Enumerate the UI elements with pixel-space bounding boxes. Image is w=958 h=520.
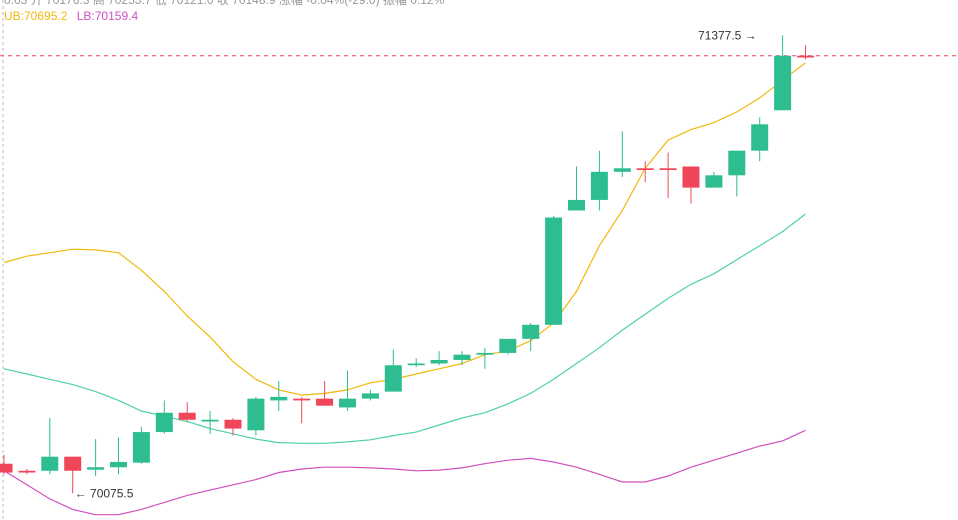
candle-body (430, 359, 448, 364)
candle-body (568, 199, 585, 211)
candle (636, 161, 654, 183)
candle-body (522, 324, 540, 339)
candle-body (407, 363, 425, 366)
candle (568, 166, 585, 211)
candle (728, 150, 746, 197)
candle-body (476, 352, 494, 355)
candle (590, 150, 608, 211)
candle (613, 131, 631, 178)
candle (751, 117, 769, 162)
candle-body (110, 461, 127, 468)
candle-body (728, 150, 746, 176)
candle (682, 166, 700, 204)
candle-body (545, 217, 563, 325)
candle-body (247, 398, 265, 431)
mid-line (3, 213, 806, 444)
candle (361, 389, 379, 401)
candle (774, 35, 792, 111)
candle (545, 215, 563, 325)
candle-body (453, 354, 471, 360)
candle (201, 410, 219, 434)
candle (132, 426, 150, 464)
candle-body (590, 171, 608, 200)
candle (110, 437, 127, 475)
candle-body (41, 456, 59, 471)
candle-body (87, 467, 105, 470)
ohlc-info-line: 0.63 开 70176.3 高 70255.7 低 70121.0 收 701… (4, 0, 445, 7)
lb-line (3, 429, 806, 516)
candle (797, 45, 814, 60)
candle-body (751, 124, 769, 151)
candle-body (659, 168, 677, 171)
candle (453, 351, 471, 366)
candle (247, 396, 265, 436)
candle-body (201, 419, 219, 422)
candle (476, 347, 494, 369)
candle (87, 439, 105, 477)
candle-body (705, 175, 723, 188)
candle (155, 400, 173, 434)
bollinger-bands (3, 62, 806, 516)
candle-body (132, 432, 150, 463)
candle (293, 396, 311, 424)
candle-body (64, 456, 82, 471)
candle (430, 351, 448, 366)
low-price-label: ← 70075.5 (75, 486, 134, 500)
candle (659, 152, 677, 199)
price-annotations: 71377.5 → ← 70075.5 (75, 29, 757, 501)
candle-body (270, 396, 288, 401)
candle (384, 349, 402, 392)
candle (316, 381, 334, 406)
candle-body (224, 419, 242, 429)
candle-body (339, 398, 356, 408)
lb-value: LB:70159.4 (76, 9, 139, 23)
candle (499, 338, 517, 355)
candle (64, 456, 82, 494)
ub-value: UB:70695.2 (4, 9, 68, 23)
candle-body (155, 412, 173, 433)
candle-body (499, 338, 517, 353)
candle-body (636, 168, 654, 171)
candle (178, 402, 196, 422)
candle-body (361, 393, 379, 399)
candle-body (797, 55, 814, 58)
candle-body (774, 55, 792, 111)
candle-body (0, 463, 13, 473)
candle (0, 454, 13, 475)
candle (41, 418, 59, 475)
candle-body (613, 168, 631, 172)
candle-body (316, 398, 334, 406)
candle (18, 469, 36, 475)
candle-body (18, 470, 36, 473)
candle (705, 171, 723, 188)
candle (270, 381, 288, 411)
ub-line (3, 62, 806, 396)
candle (339, 370, 356, 411)
candle-body (178, 412, 196, 420)
high-price-label: 71377.5 → (698, 29, 757, 43)
candle-body (384, 365, 402, 392)
candle (224, 418, 242, 436)
candle (407, 358, 425, 367)
candle-body (293, 398, 311, 401)
candles (0, 35, 814, 494)
candle (522, 323, 540, 352)
band-values: UB:70695.2 LB:70159.4 (4, 9, 144, 23)
candle-body (682, 166, 700, 188)
